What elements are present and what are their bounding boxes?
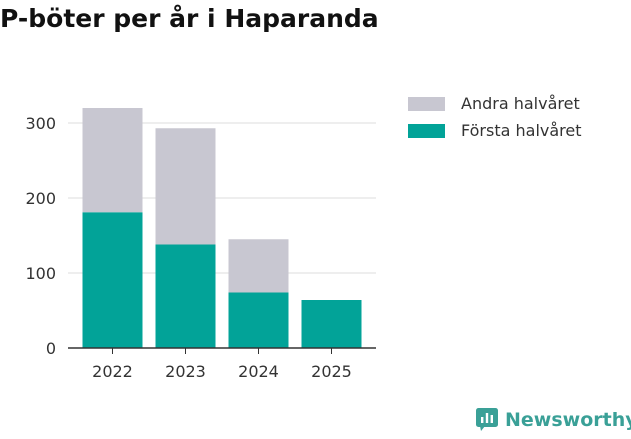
bar-2023-forsta-halvaret [155,244,216,348]
newsworthy-logo-icon [476,408,498,431]
bar-2024-andra-halvaret [228,239,289,293]
legend-item-forsta-halvaret: Första halvåret [408,117,582,144]
x-tick-label: 2022 [92,362,133,381]
y-tick-label: 300 [25,114,56,133]
y-tick-label: 0 [46,339,56,358]
y-tick-label: 200 [25,189,56,208]
y-tick-label: 100 [25,264,56,283]
y-axis-ticks: 0 100 200 300 [25,114,56,358]
legend-swatch-forsta-halvaret [408,123,445,138]
legend-label-andra-halvaret: Andra halvåret [461,94,580,113]
newsworthy-brand: Newsworthy [476,408,631,432]
legend-item-andra-halvaret: Andra halvåret [408,90,582,117]
legend: Andra halvåret Första halvåret [408,90,582,144]
bar-2025-forsta-halvaret [301,300,362,348]
bar-2022-andra-halvaret [82,108,143,213]
x-tick-label: 2023 [165,362,206,381]
bars [82,108,362,348]
x-axis-ticks: 2022 2023 2024 2025 [92,348,352,381]
bar-2022-forsta-halvaret [82,212,143,348]
bar-2023-andra-halvaret [155,128,216,245]
x-tick-label: 2025 [311,362,352,381]
x-tick-label: 2024 [238,362,279,381]
bar-2024-forsta-halvaret [228,292,289,348]
legend-label-forsta-halvaret: Första halvåret [461,121,582,140]
brand-name: Newsworthy [505,409,631,431]
legend-swatch-andra-halvaret [408,96,445,111]
chart-title: P-böter per år i Haparanda [0,4,379,33]
